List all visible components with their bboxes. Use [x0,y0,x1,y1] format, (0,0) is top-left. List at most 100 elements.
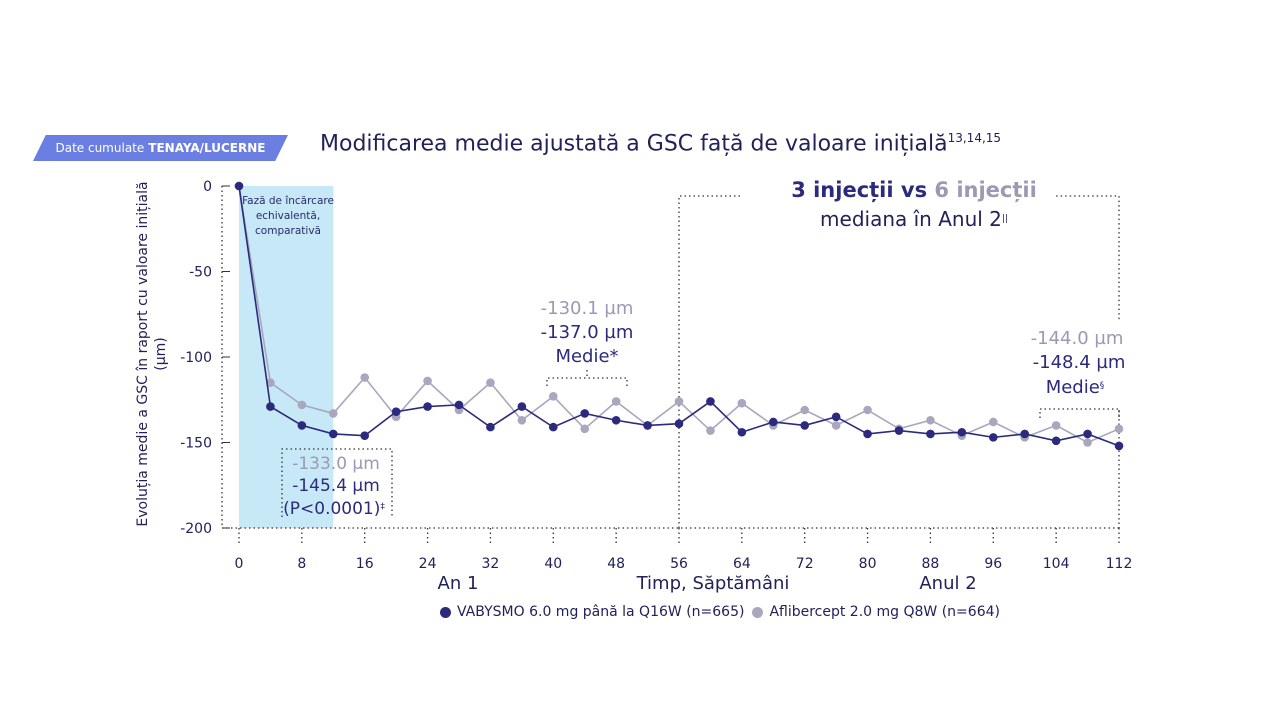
data-point-vabysmo [517,402,527,411]
y-tick-label: -150 [180,436,212,452]
data-point-aflibercept [1114,424,1124,434]
chart-title: Modificarea medie ajustată a GSC față de… [320,131,1001,156]
data-point-vabysmo [1051,436,1061,446]
chart-title-text: Modificarea medie ajustată a GSC față de… [320,131,948,157]
data-point-vabysmo [266,402,275,411]
x-tick-label: 104 [1043,556,1070,572]
injections-comparison: 3 injecții vs 6 injecții [791,178,1037,203]
data-point-vabysmo [894,426,904,435]
data-point-aflibercept [548,392,558,401]
data-point-aflibercept [297,400,307,410]
legend-label-aflibercept: Aflibercept 2.0 mg Q8W (n=664) [769,604,1000,620]
badge-bold: TENAYA/LUCERNE [148,141,266,155]
chart-title-refs: 13,14,15 [947,131,1002,145]
legend-label-vabysmo: VABYSMO 6.0 mg până la Q16W (n=665) [457,604,745,620]
data-point-aflibercept [328,409,338,418]
y-tick-label: 0 [203,179,212,195]
legend-dot-aflibercept-icon [752,606,764,618]
y-tick-label: -200 [180,521,212,537]
loading-phase-label: Fază de încărcare [242,195,334,207]
w12-aflibercept-value: -133.0 µm [292,454,380,474]
data-point-vabysmo [1020,429,1030,439]
x-tick-label: 0 [235,556,244,572]
data-source-badge: Date cumulate TENAYA/LUCERNE [33,135,288,161]
x-tick-label: 88 [922,556,940,572]
data-point-aflibercept [737,398,747,408]
loading-phase-label: comparativă [255,225,321,237]
yr2-vabysmo-value: -148.4 µm [1033,352,1126,373]
data-point-vabysmo [926,429,935,439]
data-point-aflibercept [611,397,621,406]
legend: VABYSMO 6.0 mg până la Q16W (n=665) Afli… [440,604,1008,620]
data-point-aflibercept [486,378,495,387]
injections-median-label: mediana în Anul 2|| [820,207,1008,231]
data-point-vabysmo [580,409,590,418]
x-tick-label: 8 [297,556,306,572]
data-point-vabysmo [863,429,872,439]
yr2-aflibercept-value: -144.0 µm [1031,328,1124,349]
y-tick-label: -50 [189,265,212,281]
yr1-bracket [546,377,628,386]
yr1-vabysmo-value: -137.0 µm [541,322,634,343]
data-point-aflibercept [1051,421,1061,430]
w12-p-value: (P<0.0001)‡ [283,499,385,519]
data-point-vabysmo [328,429,338,439]
data-point-vabysmo [423,402,432,411]
legend-item-vabysmo: VABYSMO 6.0 mg până la Q16W (n=665) [440,604,744,620]
year2-bracket-right [1056,195,1120,320]
data-point-vabysmo [988,433,998,442]
y-axis-label: Evoluția medie a GSC în raport cu valoar… [135,181,169,527]
data-point-vabysmo [737,427,747,437]
data-point-vabysmo [391,407,401,417]
data-point-vabysmo [957,427,967,437]
x-axis-label: Timp, Săptămâni [636,573,790,594]
yr2-mean-label: Medie§ [1046,377,1105,398]
x-tick-label: 64 [733,556,751,572]
yr1-aflibercept-value: -130.1 µm [541,298,634,319]
x-tick-label: 56 [670,556,688,572]
data-point-vabysmo [454,400,464,410]
data-point-aflibercept [580,424,590,434]
x-tick-label: 72 [796,556,814,572]
data-point-vabysmo [768,417,778,427]
data-point-aflibercept [423,376,432,386]
yr1-mean-label: Medie* [555,346,618,367]
data-point-aflibercept [360,373,370,382]
x-tick-label: 96 [984,556,1002,572]
data-point-vabysmo [234,181,244,191]
w12-box [281,448,393,517]
data-point-vabysmo [674,419,684,428]
data-point-vabysmo [486,422,495,432]
data-point-aflibercept [266,378,275,387]
w12-vabysmo-value: -145.4 µm [292,476,380,496]
legend-dot-vabysmo-icon [440,606,451,618]
data-point-vabysmo [297,421,307,430]
year2-label: Anul 2 [919,573,976,594]
year2-bracket-left [678,195,742,528]
data-point-vabysmo [611,415,621,425]
y-tick-label: -100 [180,350,212,366]
data-point-aflibercept [800,405,810,415]
yr2-bracket [1039,408,1120,418]
data-point-vabysmo [831,412,841,422]
data-point-vabysmo [706,397,715,406]
data-point-vabysmo [1083,429,1092,439]
data-point-vabysmo [548,422,558,432]
loading-phase-band [239,186,334,528]
badge-prefix: Date cumulate [55,141,145,155]
data-point-aflibercept [1083,438,1092,447]
x-tick-label: 16 [356,556,374,572]
x-tick-label: 24 [419,556,437,572]
year1-label: An 1 [438,573,479,594]
legend-item-aflibercept: Aflibercept 2.0 mg Q8W (n=664) [752,604,1000,620]
x-tick-label: 80 [859,556,877,572]
x-tick-label: 112 [1106,556,1133,572]
data-point-vabysmo [360,431,370,440]
data-point-aflibercept [517,415,527,425]
data-point-aflibercept [706,426,715,435]
data-point-vabysmo [1114,441,1124,451]
x-tick-label: 40 [544,556,562,572]
data-point-aflibercept [988,417,998,427]
data-point-vabysmo [800,421,810,430]
